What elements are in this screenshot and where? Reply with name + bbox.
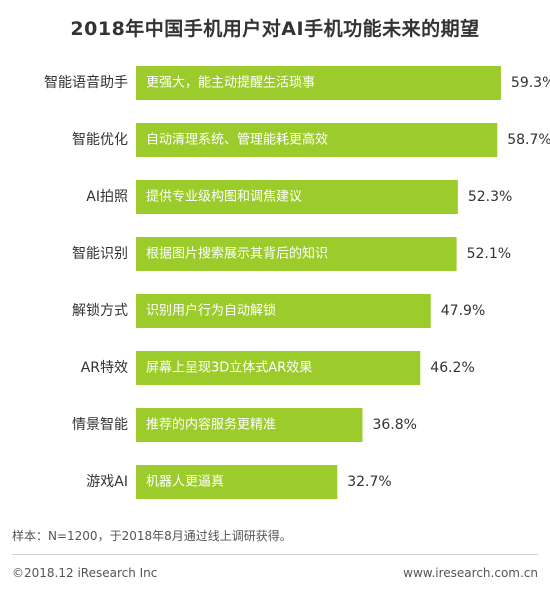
chart-title: 2018年中国手机用户对AI手机功能未来的期望	[70, 18, 480, 40]
copyright-text: ©2018.12 iResearch Inc	[12, 566, 158, 580]
bar	[136, 294, 431, 328]
bar-description: 提供专业级构图和调焦建议	[146, 189, 302, 205]
value-label: 32.7%	[347, 474, 391, 490]
category-label: 情景智能	[72, 417, 128, 433]
value-label: 59.3%	[511, 75, 550, 91]
value-label: 52.3%	[468, 189, 512, 205]
sample-note: 样本：N=1200，于2018年8月通过线上调研获得。	[12, 529, 292, 543]
value-label: 46.2%	[430, 360, 474, 376]
bar-description: 识别用户行为自动解锁	[146, 303, 276, 319]
category-label: 解锁方式	[72, 303, 128, 319]
bar	[136, 180, 458, 214]
category-label: 智能优化	[72, 132, 128, 148]
bar	[136, 123, 498, 157]
bar-description: 更强大，能主动提醒生活琐事	[146, 75, 315, 91]
footer-divider	[12, 554, 538, 555]
bar	[136, 465, 338, 499]
bars-layer: 智能语音助手 更强大，能主动提醒生活琐事 59.3% 智能优化 自动清理系统、管理能耗更…	[44, 66, 550, 499]
category-label: 智能语音助手	[44, 74, 128, 91]
value-label: 47.9%	[441, 303, 485, 319]
bar-description: 根据图片搜索展示其背后的知识	[146, 246, 328, 262]
bar	[136, 408, 363, 442]
value-label: 52.1%	[467, 246, 511, 262]
category-label: AR特效	[81, 360, 128, 376]
category-label: AI拍照	[86, 189, 128, 205]
category-label: 游戏AI	[86, 474, 128, 490]
bar	[136, 237, 457, 271]
bar-description: 屏幕上呈现3D立体式AR效果	[146, 361, 312, 376]
bar-description: 自动清理系统、管理能耗更高效	[146, 132, 328, 148]
value-label: 58.7%	[507, 132, 550, 148]
bar-description: 推荐的内容服务更精准	[146, 417, 276, 433]
bar	[136, 66, 501, 100]
value-label: 36.8%	[372, 417, 416, 433]
website-text: www.iresearch.com.cn	[403, 566, 538, 580]
bar	[136, 351, 421, 385]
bar-description: 机器人更逼真	[146, 475, 224, 490]
category-label: 智能识别	[72, 246, 128, 262]
